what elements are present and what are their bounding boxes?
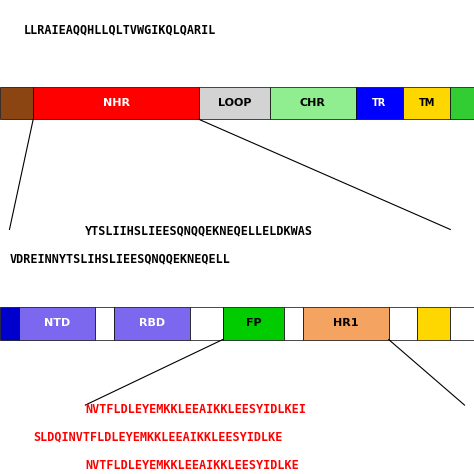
Text: NHR: NHR: [103, 98, 129, 108]
Text: LLRAIEAQQHLLQLTVWGIKQLQARIL: LLRAIEAQQHLLQLTVWGIKQLQARIL: [24, 23, 216, 36]
FancyBboxPatch shape: [356, 87, 403, 119]
FancyBboxPatch shape: [403, 87, 450, 119]
Text: CHR: CHR: [300, 98, 326, 108]
FancyBboxPatch shape: [270, 87, 356, 119]
FancyBboxPatch shape: [33, 87, 199, 119]
FancyBboxPatch shape: [450, 307, 474, 339]
Text: LOOP: LOOP: [218, 98, 251, 108]
Text: VDREINNYTSLIHSLIEESQNQQEKNEQELL: VDREINNYTSLIHSLIEESQNQQEKNEQELL: [9, 253, 230, 266]
Text: NVTFLDLEYEMKKLEEAIKKLEESYIDLKEI: NVTFLDLEYEMKKLEEAIKKLEESYIDLKEI: [85, 403, 306, 416]
FancyBboxPatch shape: [19, 307, 95, 339]
Text: NTD: NTD: [44, 318, 70, 328]
FancyBboxPatch shape: [284, 307, 303, 339]
FancyBboxPatch shape: [199, 87, 270, 119]
Text: SLDQINVTFLDLEYEMKKLEEAIKKLEESYIDLKE: SLDQINVTFLDLEYEMKKLEEAIKKLEESYIDLKE: [33, 431, 283, 444]
FancyBboxPatch shape: [417, 307, 450, 339]
Text: NVTFLDLEYEMKKLEEAIKKLEESYIDLKE: NVTFLDLEYEMKKLEEAIKKLEESYIDLKE: [85, 459, 299, 472]
FancyBboxPatch shape: [190, 307, 223, 339]
FancyBboxPatch shape: [114, 307, 190, 339]
Text: TR: TR: [372, 98, 386, 108]
FancyBboxPatch shape: [223, 307, 284, 339]
FancyBboxPatch shape: [0, 87, 33, 119]
FancyBboxPatch shape: [303, 307, 389, 339]
FancyBboxPatch shape: [450, 87, 474, 119]
FancyBboxPatch shape: [95, 307, 114, 339]
Text: TM: TM: [419, 98, 435, 108]
Text: RBD: RBD: [138, 318, 165, 328]
Text: HR1: HR1: [333, 318, 359, 328]
FancyBboxPatch shape: [0, 307, 19, 339]
Text: FP: FP: [246, 318, 261, 328]
Text: YTSLIIHSLIEESQNQQEKNEQELLELDKWAS: YTSLIIHSLIEESQNQQEKNEQELLELDKWAS: [85, 225, 313, 238]
FancyBboxPatch shape: [389, 307, 417, 339]
